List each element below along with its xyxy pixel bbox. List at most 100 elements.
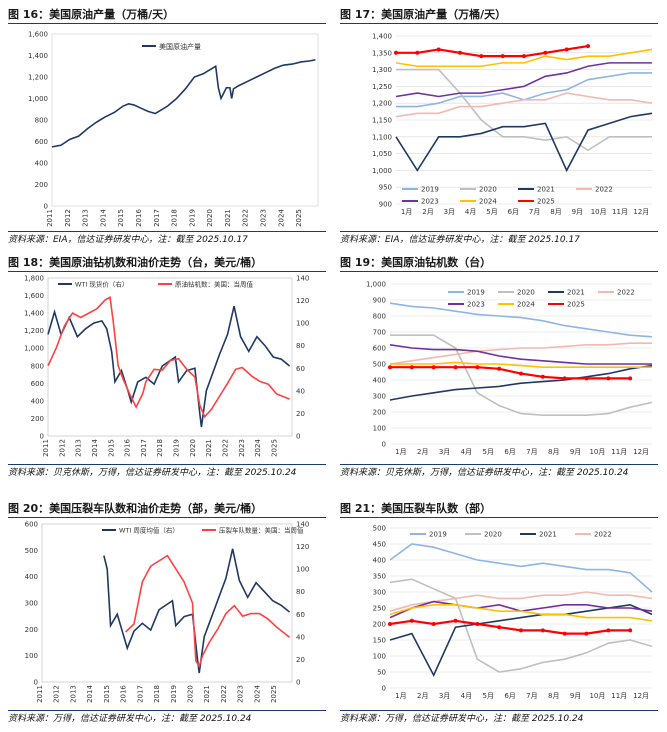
y-tick-label: 900: [379, 201, 392, 209]
data-point-2025: [519, 371, 523, 376]
y-tick-label: 1,000: [366, 281, 386, 289]
y-tick-label: 1,300: [372, 66, 392, 74]
series-line-2025: [390, 366, 631, 380]
x-tick-label: 9月: [570, 448, 581, 456]
data-point-2025: [431, 622, 436, 626]
y-tick-label: 1,600: [24, 292, 44, 300]
y-tick-label: 0: [34, 679, 38, 687]
x-tick-label: 2016: [135, 209, 143, 227]
panel-source: 资料来源：万得，信达证券研发中心，注：截至 2025.10.24: [340, 714, 584, 724]
x-tick-label: 9月: [570, 692, 581, 700]
data-point-2025: [543, 50, 548, 55]
y-tick-label: 1,000: [28, 95, 48, 103]
series-line-2023: [395, 62, 652, 98]
data-point-2025: [475, 622, 480, 626]
x-tick-label: 2023: [237, 685, 245, 703]
x-tick-label: 12月: [633, 448, 649, 456]
data-point-2025: [479, 54, 484, 59]
panel-source: 资料来源：贝克休斯，万得，信达证券研发中心，注：截至 2025.10.24: [8, 468, 297, 478]
y-tick-label: 800: [31, 362, 44, 370]
series-line-2020: [390, 334, 653, 416]
data-point-2025: [388, 622, 392, 626]
data-point-2025: [540, 628, 545, 633]
x-tick-label: 10月: [589, 448, 605, 456]
x-tick-label: 2011: [36, 685, 44, 703]
data-point-2025: [409, 618, 414, 623]
legend-label: 美国原油产量: [159, 42, 201, 51]
data-point-2025: [458, 50, 462, 55]
y2-tick-label: 140: [296, 275, 309, 283]
x-tick-label: 2020: [206, 209, 214, 227]
y-tick-label: 300: [373, 589, 386, 597]
x-tick-label: 2014: [91, 439, 99, 457]
series-line-2023: [389, 600, 653, 619]
y-tick-label: 300: [373, 393, 386, 401]
legend-label: 2022: [594, 531, 612, 539]
x-tick-label: 3月: [444, 208, 455, 216]
panel-source: 资料来源：EIA，信达证券研发中心，注：截至 2025.10.17: [340, 235, 580, 245]
x-tick-label: 2022: [242, 209, 250, 227]
panel-title: 图 21：美国压裂车队数（部）: [340, 502, 492, 515]
y-tick-label: 50: [377, 669, 386, 677]
y-tick-label: 200: [25, 626, 38, 634]
legend-label: 2024: [479, 198, 497, 206]
legend-label: 2022: [617, 289, 635, 297]
chart-rig-count-by-year: 0 100 200 300 400 500 600 700 800 900 1,000 1月 2月 3月 4…: [366, 281, 653, 456]
x-tick-label: 2021: [203, 685, 211, 703]
title-rule: [340, 271, 658, 272]
x-tick-label: 3月: [439, 448, 450, 456]
x-tick-label: 2017: [153, 209, 161, 227]
x-tick-label: 6月: [504, 448, 515, 456]
legend-label: 2019: [421, 186, 439, 194]
source-rule: [8, 231, 326, 232]
x-tick-label: 12月: [633, 692, 649, 700]
y-tick-label: 1,050: [372, 150, 392, 158]
x-tick-label: 5月: [486, 208, 497, 216]
x-tick-label: 8月: [548, 692, 559, 700]
y-tick-label: 100: [373, 653, 386, 661]
y-tick-label: 200: [373, 409, 386, 417]
title-rule: [340, 23, 658, 24]
panel-fig17: 图 17：美国原油产量（万桶/天） 900 950 1,000 1,050 1,100 1…: [340, 6, 658, 246]
series-line-2020: [396, 68, 652, 152]
x-tick-label: 7月: [526, 692, 537, 700]
y-tick-label: 600: [35, 138, 48, 146]
x-tick-label: 2011: [42, 439, 50, 457]
y2-tick-label: 20: [296, 656, 305, 664]
x-tick-label: 7月: [529, 208, 540, 216]
x-tick-label: 2024: [277, 209, 285, 227]
y-tick-label: 0: [44, 203, 48, 211]
y2-tick-label: 60: [296, 611, 305, 619]
y2-tick-label: 120: [296, 543, 309, 551]
series-line-2025: [389, 619, 631, 635]
series-line-2020: [389, 578, 653, 673]
y-tick-label: 600: [25, 521, 38, 529]
legend-label: WTI 现货价（右）: [75, 280, 128, 289]
y2-tick-label: 80: [296, 588, 305, 596]
x-tick-label: 2023: [238, 439, 246, 457]
x-tick-label: 11月: [612, 208, 628, 216]
series-line-2019: [389, 543, 653, 593]
data-point-2025: [522, 54, 526, 59]
y-tick-label: 100: [25, 652, 38, 660]
legend-label: 2021: [567, 289, 585, 297]
panel-title: 图 19：美国原油钻机数（台）: [340, 256, 492, 269]
x-tick-label: 1月: [395, 692, 406, 700]
chart-frac-spread-and-wti: 0 100 200 300 400 500 600 0 20 40 60 80 100 120 140 201…: [25, 521, 310, 703]
x-tick-label: 2013: [75, 439, 83, 457]
y-tick-label: 0: [382, 685, 386, 693]
title-rule: [8, 517, 326, 518]
x-tick-label: 2022: [220, 685, 228, 703]
data-point-2025: [415, 50, 420, 55]
source-rule: [340, 231, 658, 232]
data-point-2025: [497, 625, 502, 630]
title-rule: [8, 271, 326, 272]
x-tick-label: 1月: [395, 448, 406, 456]
x-tick-label: 2014: [86, 685, 94, 703]
series-line-wti: [47, 306, 291, 428]
x-tick-label: 2012: [64, 209, 72, 227]
legend-label: 2021: [539, 531, 557, 539]
x-tick-label: 2015: [107, 439, 115, 457]
x-tick-label: 10月: [589, 692, 605, 700]
y-tick-label: 1,250: [372, 83, 392, 91]
